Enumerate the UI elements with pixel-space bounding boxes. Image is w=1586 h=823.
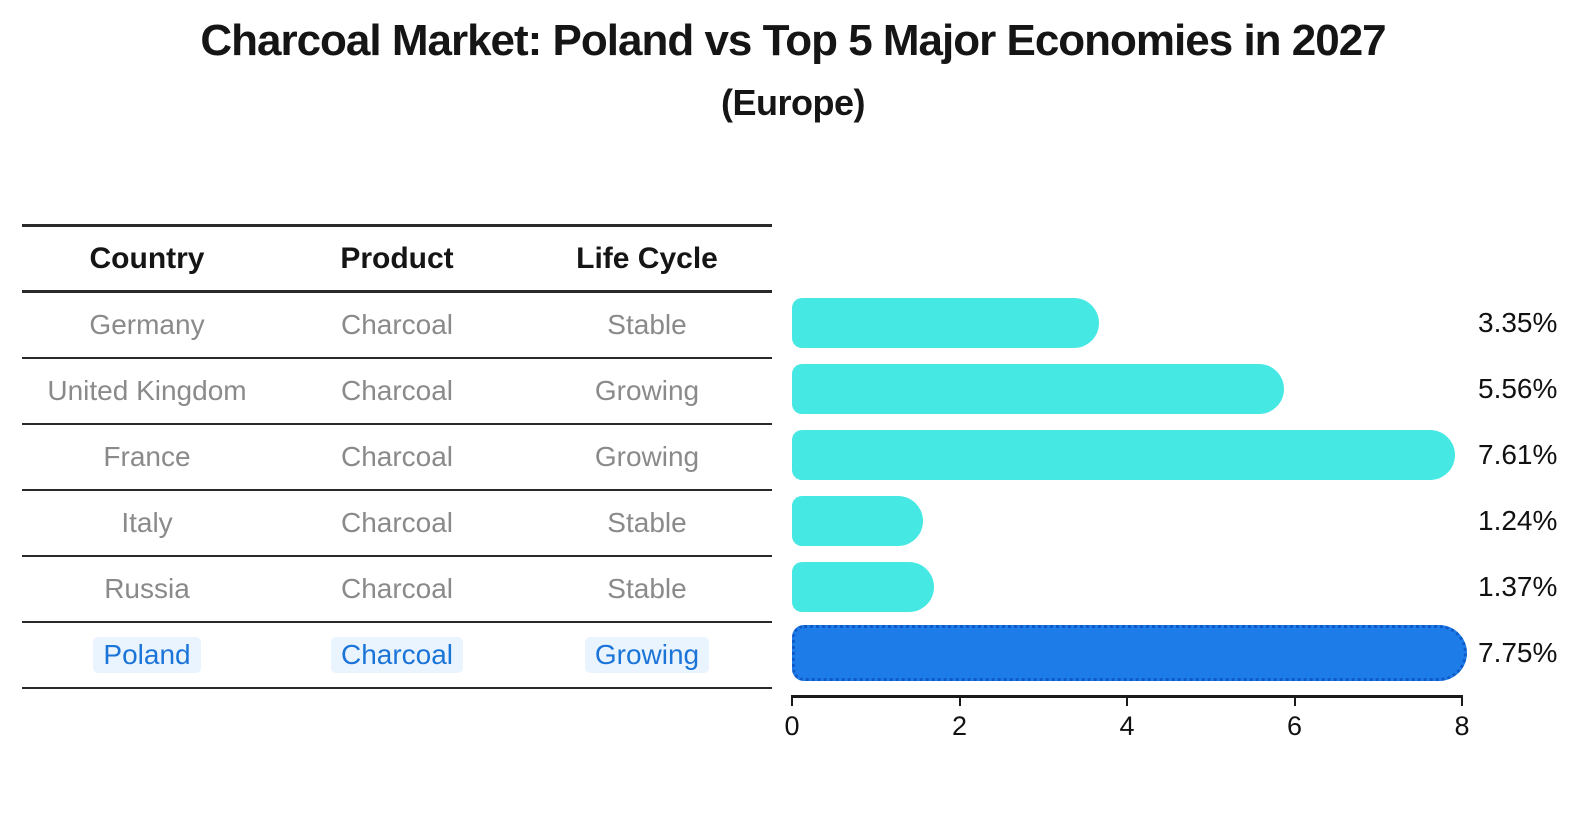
life-cycle-cell: Growing [594,375,700,406]
table-row-russia: Russia Charcoal Stable [22,557,772,623]
bar-germany [792,298,1099,348]
bar-poland [792,625,1467,681]
bar-united-kingdom [792,364,1284,414]
x-axis-tick-label: 8 [1454,711,1470,741]
bar-chart-area: 3.35% 5.56% 7.61% 1.24% 1.37% 7.75% [792,290,1586,686]
country-table: Country Product Life Cycle Germany Charco… [22,224,772,689]
value-label-germany: 3.35% [1478,307,1558,338]
country-cell: United Kingdom [47,375,247,406]
product-cell: Charcoal [272,637,522,673]
bar-russia [792,562,934,612]
x-axis-tick-label: 2 [951,711,968,741]
product-cell: Charcoal [340,309,454,340]
bar-row-poland: 7.75% [792,620,1586,686]
x-axis-tick-label: 4 [1119,711,1135,741]
x-axis-tick [958,698,961,706]
bar-row-united-kingdom: 5.56% [792,356,1586,422]
life-cycle-cell: Growing [594,441,700,472]
value-label-russia: 1.37% [1478,571,1558,602]
table-row-united-kingdom: United Kingdom Charcoal Growing [22,359,772,425]
country-cell: France [103,441,191,472]
product-cell: Charcoal [340,507,454,538]
country-cell: Russia [104,573,190,604]
life-cycle-cell: Growing [522,637,772,673]
x-axis-tick [791,698,793,706]
table-row-germany: Germany Charcoal Stable [22,293,772,359]
bar-row-italy: 1.24% [792,488,1586,554]
product-cell: Charcoal [340,441,454,472]
x-axis-line [791,695,1463,698]
country-cell: Italy [121,507,173,538]
value-label-france: 7.61% [1478,439,1558,470]
country-cell: Germany [89,309,205,340]
product-cell: Charcoal [340,375,454,406]
bar-italy [792,496,923,546]
bar-france [792,430,1455,480]
table-row-italy: Italy Charcoal Stable [22,491,772,557]
life-cycle-cell: Stable [607,309,687,340]
x-axis-tick [1126,698,1128,706]
x-axis-tick-label: 6 [1286,711,1303,741]
bar-row-russia: 1.37% [792,554,1586,620]
table-row-france: France Charcoal Growing [22,425,772,491]
column-header-product: Product [340,241,454,275]
value-label-united-kingdom: 5.56% [1478,373,1558,404]
chart-title: Charcoal Market: Poland vs Top 5 Major E… [200,16,1386,65]
country-cell: Poland [22,637,272,673]
table-rows: Germany Charcoal Stable United Kingdom Charc… [22,293,772,689]
table-header-row: Country Product Life Cycle [22,227,772,293]
table-row-poland: Poland Charcoal Growing [22,623,772,689]
life-cycle-cell: Stable [607,507,687,538]
life-cycle-cell: Stable [607,573,687,604]
x-axis-tick-label: 0 [784,711,800,741]
product-cell: Charcoal [340,573,454,604]
bar-row-france: 7.61% [792,422,1586,488]
x-axis: 0 2 4 6 8 [784,695,1470,755]
column-header-life-cycle: Life Cycle [576,241,718,275]
column-header-country: Country [89,241,205,275]
bar-row-germany: 3.35% [792,290,1586,356]
value-label-italy: 1.24% [1478,505,1558,536]
value-label-poland: 7.75% [1478,637,1558,668]
x-axis-tick [1293,698,1296,706]
x-axis-tick [1461,698,1463,706]
chart-subtitle: (Europe) [721,82,866,123]
